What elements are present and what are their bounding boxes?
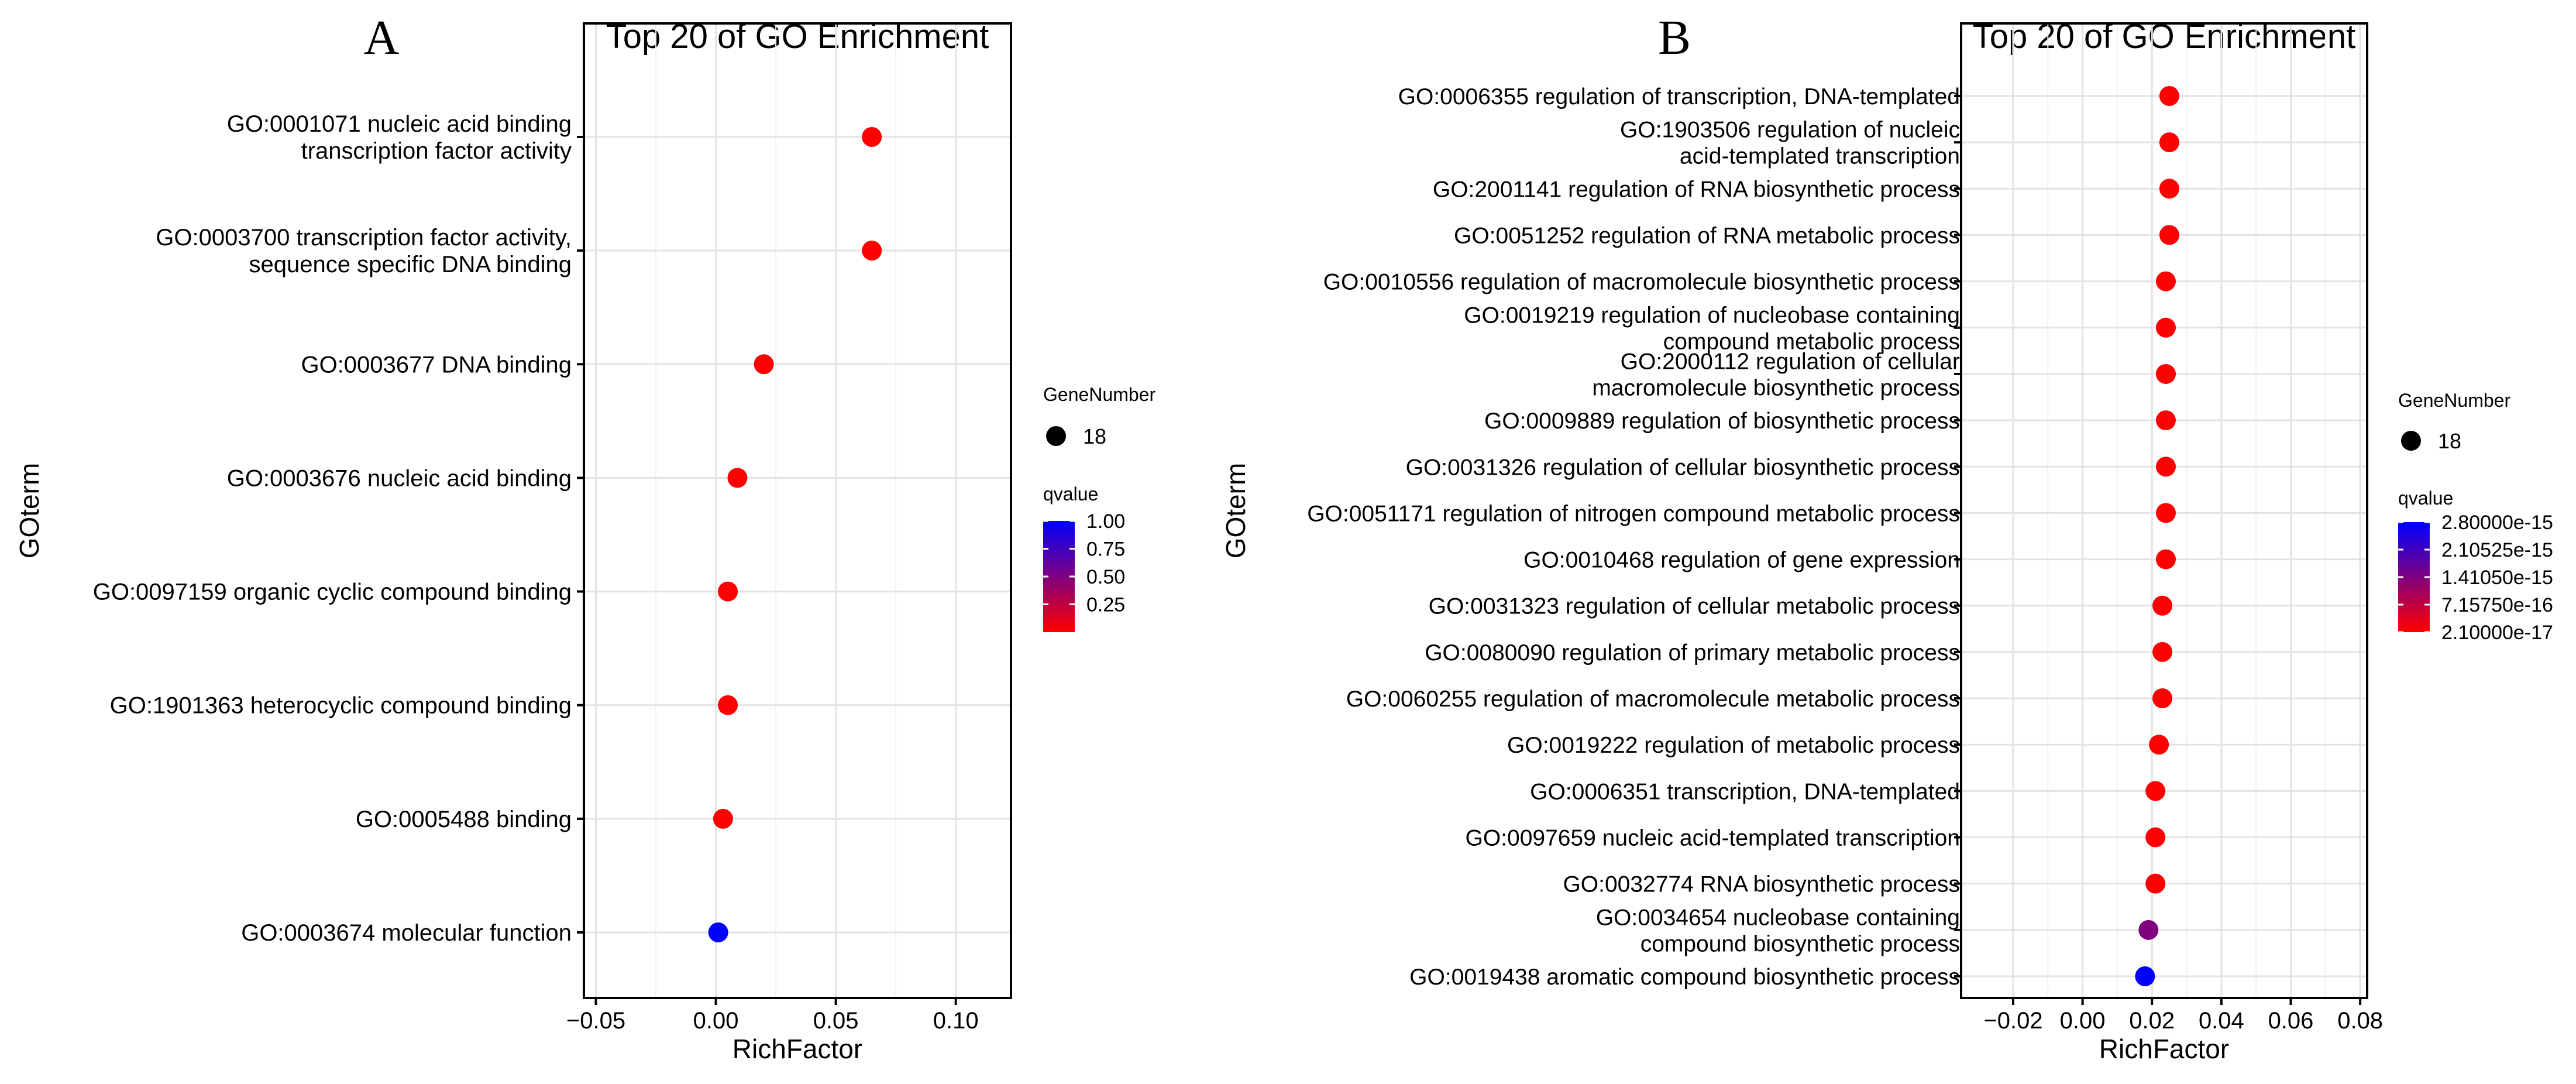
x-tick-label: 0.06 bbox=[2268, 1008, 2314, 1034]
y-tick-label: GO:0003700 transcription factor activity… bbox=[156, 225, 572, 277]
y-tick-label: GO:0031323 regulation of cellular metabo… bbox=[1429, 594, 1960, 619]
y-tick-label: GO:0001071 nucleic acid binding transcrip… bbox=[227, 111, 572, 164]
data-point bbox=[2138, 920, 2159, 940]
data-point bbox=[2145, 781, 2166, 801]
x-tick-label: 0.00 bbox=[693, 1008, 739, 1034]
y-tick-label: GO:0080090 regulation of primary metabol… bbox=[1425, 640, 1960, 666]
color-legend-label: 2.80000e-15 bbox=[2441, 512, 2553, 534]
y-tick-label: GO:0019438 aromatic compound biosyntheti… bbox=[1409, 965, 1960, 990]
y-tick-label: GO:0003677 DNA binding bbox=[301, 352, 572, 378]
size-legend-label: 18 bbox=[2438, 429, 2461, 453]
data-point bbox=[2155, 317, 2176, 338]
x-tick-label: 0.05 bbox=[813, 1008, 859, 1034]
x-tick-label: 0.00 bbox=[2060, 1008, 2106, 1034]
size-legend-title: GeneNumber bbox=[2398, 390, 2510, 411]
y-tick-label: GO:0010556 regulation of macromolecule b… bbox=[1323, 270, 1960, 295]
y-tick-label: GO:0006355 regulation of transcription, … bbox=[1398, 84, 1960, 109]
y-tick-label: GO:0003676 nucleic acid binding bbox=[227, 465, 572, 491]
data-point bbox=[2155, 410, 2176, 431]
y-tick-label: GO:0006351 transcription, DNA-templated bbox=[1530, 779, 1960, 804]
y-tick-label: GO:1901363 heterocyclic compound binding bbox=[110, 693, 572, 719]
color-legend-label: 2.10525e-15 bbox=[2441, 539, 2553, 561]
panel-a: A Top 20 of GO Enrichment−0.05 0.00 0.05 0.1… bbox=[14, 11, 1155, 1064]
data-point bbox=[718, 695, 738, 715]
y-axis-title: GOterm bbox=[14, 463, 44, 559]
size-legend-label: 18 bbox=[1083, 424, 1106, 448]
data-point bbox=[2155, 363, 2176, 384]
color-legend-label: 7.15750e-16 bbox=[2441, 594, 2553, 616]
data-point bbox=[713, 808, 733, 829]
data-point bbox=[718, 581, 738, 602]
data-point bbox=[2159, 225, 2179, 245]
y-tick-label: GO:0097659 nucleic acid-templated transc… bbox=[1466, 826, 1960, 851]
x-tick-label: 0.02 bbox=[2129, 1008, 2175, 1034]
data-point bbox=[2145, 827, 2166, 848]
data-point bbox=[862, 241, 882, 261]
data-point bbox=[862, 127, 882, 147]
color-legend-label: 1.00 bbox=[1086, 510, 1125, 533]
data-point bbox=[2149, 735, 2169, 755]
color-legend-title: qvalue bbox=[2398, 488, 2453, 509]
color-legend-label: 1.41050e-15 bbox=[2441, 567, 2553, 589]
y-tick-label: GO:0034654 nucleobase containing compound… bbox=[1596, 905, 1960, 956]
data-point bbox=[2155, 457, 2176, 477]
y-tick-label: GO:0051171 regulation of nitrogen compou… bbox=[1307, 501, 1960, 526]
color-legend-label: 0.75 bbox=[1086, 538, 1125, 561]
data-point bbox=[2159, 132, 2179, 153]
data-point bbox=[754, 354, 774, 375]
y-tick-label: GO:2001141 regulation of RNA biosyntheti… bbox=[1433, 177, 1960, 202]
panel-b: B Top 20 of GO Enrichment−0.02 0.00 0.02 0.0… bbox=[1220, 11, 2553, 1064]
data-point bbox=[2155, 271, 2176, 291]
x-tick-label: 0.08 bbox=[2337, 1008, 2383, 1034]
x-axis-title: RichFactor bbox=[732, 1034, 862, 1064]
y-axis-title: GOterm bbox=[1220, 463, 1251, 559]
x-tick-label: −0.02 bbox=[1983, 1008, 2042, 1034]
x-tick-label: 0.10 bbox=[933, 1008, 979, 1034]
y-tick-label: GO:0010468 regulation of gene expression bbox=[1523, 548, 1960, 573]
x-tick-label: −0.05 bbox=[566, 1008, 625, 1034]
size-legend-dot bbox=[1046, 426, 1066, 446]
data-point bbox=[2135, 966, 2155, 986]
y-tick-label: GO:0003674 molecular function bbox=[241, 920, 572, 946]
x-tick-label: 0.04 bbox=[2199, 1008, 2244, 1034]
panel-letter: B bbox=[1658, 11, 1691, 65]
color-legend-label: 0.25 bbox=[1086, 594, 1125, 616]
y-tick-label: GO:0019219 regulation of nucleobase cont… bbox=[1464, 303, 1960, 354]
plot-border bbox=[1960, 22, 2368, 999]
size-legend-dot bbox=[2401, 431, 2421, 451]
y-tick-label: GO:0060255 regulation of macromolecule m… bbox=[1346, 687, 1960, 712]
y-tick-label: GO:1903506 regulation of nucleic acid-tem… bbox=[1620, 118, 1960, 169]
y-tick-label: GO:0032774 RNA biosynthetic process bbox=[1563, 872, 1960, 897]
data-point bbox=[2152, 642, 2173, 662]
data-point bbox=[727, 468, 748, 488]
data-point bbox=[2152, 688, 2173, 709]
size-legend-title: GeneNumber bbox=[1043, 384, 1155, 405]
y-tick-label: GO:0031326 regulation of cellular biosyn… bbox=[1406, 455, 1960, 480]
y-tick-label: GO:0009889 regulation of biosynthetic pr… bbox=[1484, 409, 1960, 434]
y-tick-label: GO:0005488 binding bbox=[356, 807, 572, 832]
y-tick-label: GO:0051252 regulation of RNA metabolic p… bbox=[1454, 223, 1960, 248]
data-point bbox=[2159, 86, 2179, 106]
y-tick-label: GO:0097159 organic cyclic compound bindi… bbox=[93, 579, 572, 605]
data-point bbox=[2155, 549, 2176, 570]
x-axis-title: RichFactor bbox=[2099, 1034, 2229, 1064]
color-legend-title: qvalue bbox=[1043, 483, 1098, 505]
panel-letter: A bbox=[364, 11, 400, 65]
y-tick-label: GO:2000112 regulation of cellular macromo… bbox=[1592, 349, 1960, 400]
y-tick-label: GO:0019222 regulation of metabolic proce… bbox=[1507, 733, 1960, 758]
data-point bbox=[2152, 595, 2173, 616]
data-point bbox=[2145, 873, 2166, 894]
color-legend-label: 2.10000e-17 bbox=[2441, 622, 2553, 644]
data-point bbox=[2159, 179, 2179, 199]
plot-border bbox=[583, 22, 1012, 999]
data-point bbox=[708, 922, 728, 942]
data-point bbox=[2155, 503, 2176, 523]
color-legend-label: 0.50 bbox=[1086, 566, 1125, 588]
